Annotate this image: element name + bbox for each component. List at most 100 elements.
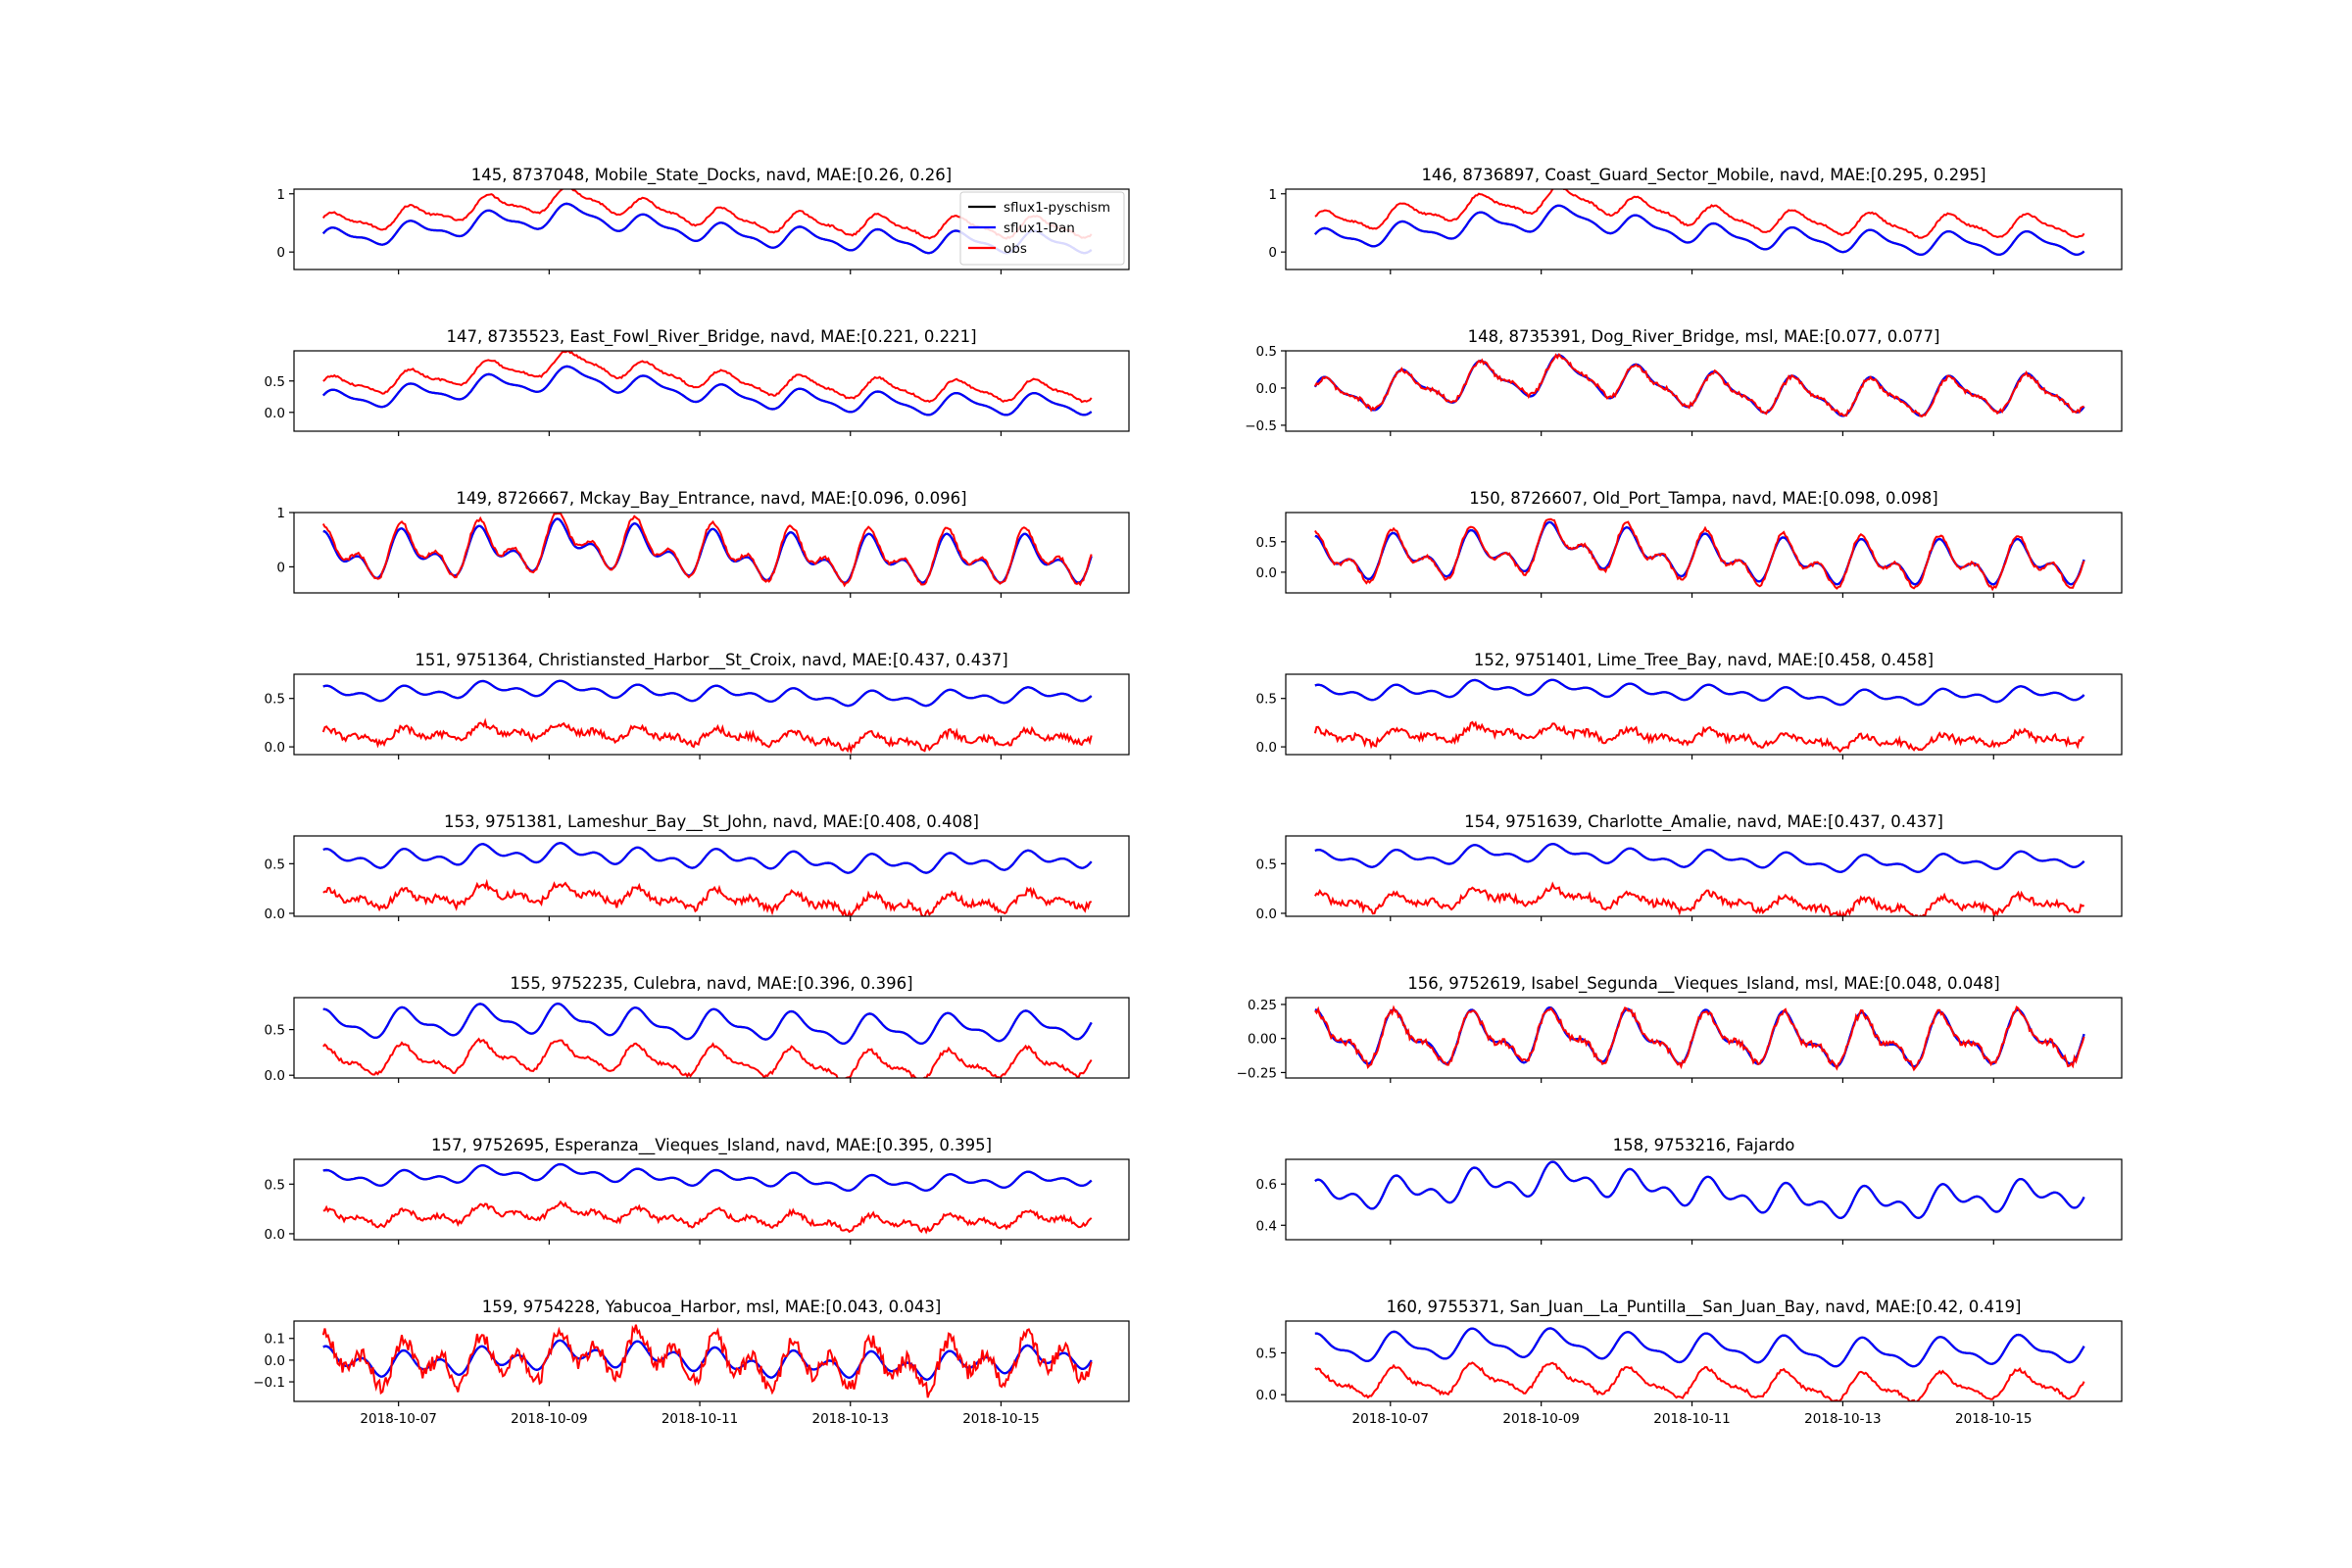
panel-150: 150, 8726607, Old_Port_Tampa, navd, MAE:…	[1256, 489, 2123, 598]
axes-frame	[1285, 1158, 2123, 1241]
y-tick-label: 0.5	[1256, 535, 1277, 551]
panel-160: 160, 9755371, San_Juan__La_Puntilla__San…	[1256, 1298, 2123, 1427]
y-tick-label: −0.25	[1237, 1065, 1277, 1081]
panel-title: 156, 9752619, Isabel_Segunda__Vieques_Is…	[1407, 974, 1999, 994]
series-line-obs	[1314, 517, 2085, 592]
panel-title: 147, 8735523, East_Fowl_River_Bridge, na…	[446, 327, 976, 347]
series-line-sflux1-dan	[1314, 1160, 2085, 1220]
panel-title: 158, 9753216, Fajardo	[1613, 1136, 1795, 1154]
series-line-sflux1-dan	[322, 1003, 1093, 1046]
panel-151: 151, 9751364, Christiansted_Harbor__St_C…	[265, 651, 1130, 760]
series-line-obs	[322, 1200, 1093, 1235]
panel-title: 149, 8726667, Mckay_Bay_Entrance, navd, …	[456, 489, 966, 509]
panel-159: 159, 9754228, Yabucoa_Harbor, msl, MAE:[…	[253, 1298, 1130, 1427]
series-line-obs	[322, 878, 1093, 916]
y-tick-label: 0.0	[1256, 740, 1277, 756]
series-line-sflux1-dan	[322, 1162, 1093, 1193]
panel-155: 155, 9752235, Culebra, navd, MAE:[0.396,…	[265, 974, 1130, 1084]
axes-frame	[293, 350, 1130, 432]
series-line-obs	[1313, 720, 2084, 754]
panel-158: 158, 9753216, Fajardo 0.4 0.6	[1256, 1136, 2123, 1245]
series-line-sflux1-dan	[1314, 1327, 2085, 1368]
y-tick-label: 0.5	[265, 692, 285, 708]
series-line-obs	[1314, 352, 2084, 418]
series-line-sflux1-dan	[322, 679, 1093, 708]
y-tick-label: 0.00	[1248, 1032, 1277, 1048]
y-tick-label: −0.5	[1245, 418, 1277, 434]
y-tick-label: 0.0	[1256, 565, 1277, 581]
y-tick-label: 0.0	[265, 1353, 285, 1369]
axes-frame	[293, 835, 1130, 917]
series-line-obs	[1314, 189, 2085, 239]
y-tick-label: 0.0	[265, 740, 285, 756]
series-line-obs	[321, 717, 1093, 755]
series-line-sflux1-pyschism	[322, 842, 1093, 874]
panel-title: 151, 9751364, Christiansted_Harbor__St_C…	[415, 651, 1007, 670]
series-line-obs	[321, 1324, 1093, 1398]
y-tick-label: 0.5	[1256, 1346, 1277, 1361]
panel-147: 147, 8735523, East_Fowl_River_Bridge, na…	[265, 327, 1130, 436]
series-line-sflux1-dan	[1313, 354, 2085, 417]
series-line-obs	[322, 1037, 1093, 1078]
y-tick-label: 0.0	[1256, 381, 1277, 397]
y-tick-label: 0.0	[1256, 1388, 1277, 1403]
y-tick-label: 0.0	[265, 1227, 285, 1243]
panel-title: 155, 9752235, Culebra, navd, MAE:[0.396,…	[510, 974, 912, 993]
y-tick-label: 0.5	[265, 857, 285, 872]
series-line-sflux1-dan	[1314, 520, 2085, 586]
y-tick-label: 0.0	[265, 906, 285, 922]
panel-title: 145, 8737048, Mobile_State_Docks, navd, …	[471, 166, 952, 185]
x-tick-label: 2018-10-11	[1653, 1411, 1730, 1427]
axes-frame	[293, 673, 1130, 756]
panel-157: 157, 9752695, Esperanza__Vieques_Island,…	[265, 1136, 1130, 1245]
axes-frame	[293, 997, 1130, 1079]
axes-frame	[293, 512, 1130, 594]
legend-label: sflux1-pyschism	[1004, 200, 1110, 216]
series-line-sflux1-dan	[322, 365, 1093, 416]
y-tick-label: 0.6	[1256, 1177, 1277, 1193]
x-tick-label: 2018-10-09	[1502, 1411, 1579, 1427]
x-tick-label: 2018-10-09	[511, 1411, 587, 1427]
x-tick-label: 2018-10-15	[962, 1411, 1039, 1427]
panel-title: 160, 9755371, San_Juan__La_Puntilla__San…	[1387, 1298, 2022, 1317]
y-tick-label: 1	[276, 187, 285, 203]
axes-frame	[1285, 835, 2123, 917]
axes-frame	[1285, 673, 2123, 756]
panel-title: 154, 9751639, Charlotte_Amalie, navd, MA…	[1464, 812, 1943, 832]
panel-title: 146, 8736897, Coast_Guard_Sector_Mobile,…	[1421, 166, 1985, 185]
y-tick-label: 0.5	[1256, 857, 1277, 872]
y-tick-label: 0	[1268, 245, 1277, 261]
series-line-sflux1-dan	[322, 842, 1093, 874]
series-line-sflux1-dan	[1314, 678, 2085, 707]
axes-frame	[1285, 350, 2123, 432]
series-line-sflux1-pyschism	[1314, 520, 2085, 586]
x-tick-label: 2018-10-15	[1955, 1411, 2032, 1427]
legend: sflux1-pyschism sflux1-Dan obs	[959, 191, 1125, 266]
series-line-sflux1-dan	[1314, 843, 2085, 873]
series-line-sflux1-pyschism	[1313, 354, 2085, 417]
panel-146: 146, 8736897, Coast_Guard_Sector_Mobile,…	[1268, 166, 2123, 274]
y-tick-label: 0.5	[265, 1177, 285, 1193]
axes-frame	[293, 1320, 1130, 1402]
series-line-obs	[322, 351, 1093, 404]
panel-title: 153, 9751381, Lameshur_Bay__St_John, nav…	[444, 812, 979, 832]
series-line-sflux1-dan	[1314, 1005, 2085, 1068]
panel-title: 157, 9752695, Esperanza__Vieques_Island,…	[431, 1136, 992, 1155]
panel-title: 159, 9754228, Yabucoa_Harbor, msl, MAE:[…	[482, 1298, 942, 1317]
y-tick-label: 0.5	[265, 374, 285, 390]
panel-148: 148, 8735391, Dog_River_Bridge, msl, MAE…	[1245, 327, 2123, 436]
series-line-sflux1-dan	[322, 1339, 1093, 1381]
series-line-obs	[1314, 1004, 2085, 1072]
series-line-sflux1-pyschism	[1314, 678, 2085, 707]
panel-title: 152, 9751401, Lime_Tree_Bay, navd, MAE:[…	[1474, 651, 1934, 670]
x-tick-label: 2018-10-13	[812, 1411, 889, 1427]
x-tick-label: 2018-10-07	[360, 1411, 436, 1427]
series-line-sflux1-pyschism	[1314, 1327, 2085, 1368]
y-tick-label: 0.25	[1248, 998, 1277, 1013]
panel-title: 148, 8735391, Dog_River_Bridge, msl, MAE…	[1468, 327, 1940, 347]
legend-label: sflux1-Dan	[1004, 220, 1075, 236]
x-tick-label: 2018-10-11	[662, 1411, 738, 1427]
panel-145: 145, 8737048, Mobile_State_Docks, navd, …	[276, 166, 1130, 274]
y-tick-label: 1	[1268, 187, 1277, 203]
